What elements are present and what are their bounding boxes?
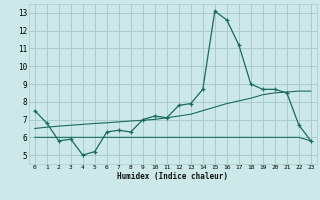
- X-axis label: Humidex (Indice chaleur): Humidex (Indice chaleur): [117, 172, 228, 181]
